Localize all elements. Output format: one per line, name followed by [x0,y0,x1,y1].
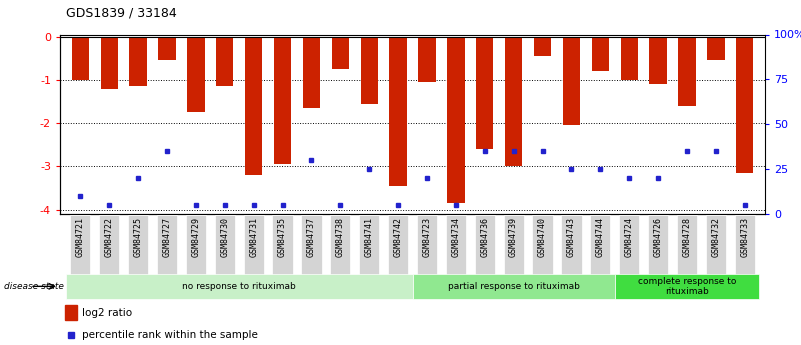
Text: GSM84732: GSM84732 [711,217,720,257]
FancyBboxPatch shape [590,215,610,275]
FancyBboxPatch shape [128,215,148,275]
Text: GSM84725: GSM84725 [134,217,143,257]
Text: GSM84737: GSM84737 [307,217,316,257]
Text: GSM84730: GSM84730 [220,217,229,257]
Text: GSM84726: GSM84726 [654,217,662,257]
Text: GSM84739: GSM84739 [509,217,518,257]
FancyBboxPatch shape [417,215,437,275]
Bar [274,37,292,164]
FancyBboxPatch shape [445,215,466,275]
FancyBboxPatch shape [186,215,206,275]
FancyBboxPatch shape [614,274,759,299]
FancyBboxPatch shape [301,215,321,275]
Text: GSM84727: GSM84727 [163,217,171,257]
Text: GSM84735: GSM84735 [278,217,287,257]
Text: GSM84743: GSM84743 [567,217,576,257]
FancyBboxPatch shape [677,215,697,275]
Text: GSM84741: GSM84741 [364,217,374,257]
FancyBboxPatch shape [504,215,524,275]
Bar [678,37,695,106]
FancyBboxPatch shape [619,215,639,275]
FancyBboxPatch shape [66,274,413,299]
Text: GSM84742: GSM84742 [393,217,403,257]
FancyBboxPatch shape [157,215,177,275]
Text: GSM84731: GSM84731 [249,217,258,257]
Bar [216,37,233,86]
Bar [130,37,147,86]
Bar [303,37,320,108]
FancyBboxPatch shape [272,215,292,275]
FancyBboxPatch shape [359,215,380,275]
Bar [650,37,666,84]
Text: GSM84723: GSM84723 [422,217,432,257]
FancyBboxPatch shape [475,215,495,275]
Text: GSM84728: GSM84728 [682,217,691,257]
Bar [563,37,580,125]
FancyBboxPatch shape [388,215,409,275]
Text: GSM84722: GSM84722 [105,217,114,257]
Text: no response to rituximab: no response to rituximab [183,282,296,291]
FancyBboxPatch shape [215,215,235,275]
Text: GSM84733: GSM84733 [740,217,749,257]
Bar [476,37,493,149]
Text: GSM84738: GSM84738 [336,217,344,257]
Bar [533,37,551,56]
FancyBboxPatch shape [735,215,755,275]
Bar [360,37,378,104]
Bar [736,37,754,173]
FancyBboxPatch shape [533,215,553,275]
Text: GSM84740: GSM84740 [538,217,547,257]
Text: GSM84724: GSM84724 [625,217,634,257]
Bar [389,37,407,186]
Bar [100,37,118,89]
FancyBboxPatch shape [413,274,614,299]
Bar [245,37,262,175]
FancyBboxPatch shape [562,215,582,275]
Bar [447,37,465,203]
FancyBboxPatch shape [70,215,91,275]
Text: disease state: disease state [4,282,64,291]
FancyBboxPatch shape [648,215,668,275]
Text: GSM84736: GSM84736 [481,217,489,257]
Bar [65,305,77,320]
FancyBboxPatch shape [330,215,350,275]
Bar [592,37,609,71]
Text: percentile rank within the sample: percentile rank within the sample [82,330,258,340]
Bar [505,37,522,166]
Text: GDS1839 / 33184: GDS1839 / 33184 [66,6,176,19]
FancyBboxPatch shape [706,215,726,275]
Bar [71,37,89,80]
Text: partial response to rituximab: partial response to rituximab [448,282,580,291]
Text: GSM84729: GSM84729 [191,217,200,257]
FancyBboxPatch shape [244,215,264,275]
FancyBboxPatch shape [99,215,119,275]
Bar [707,37,725,60]
Text: GSM84721: GSM84721 [76,217,85,257]
Bar [621,37,638,80]
Bar [187,37,204,112]
Text: GSM84734: GSM84734 [451,217,461,257]
Text: log2 ratio: log2 ratio [82,308,132,318]
Text: GSM84744: GSM84744 [596,217,605,257]
Bar [418,37,436,82]
Text: complete response to
rituximab: complete response to rituximab [638,277,736,296]
Bar [332,37,349,69]
Bar [159,37,175,60]
